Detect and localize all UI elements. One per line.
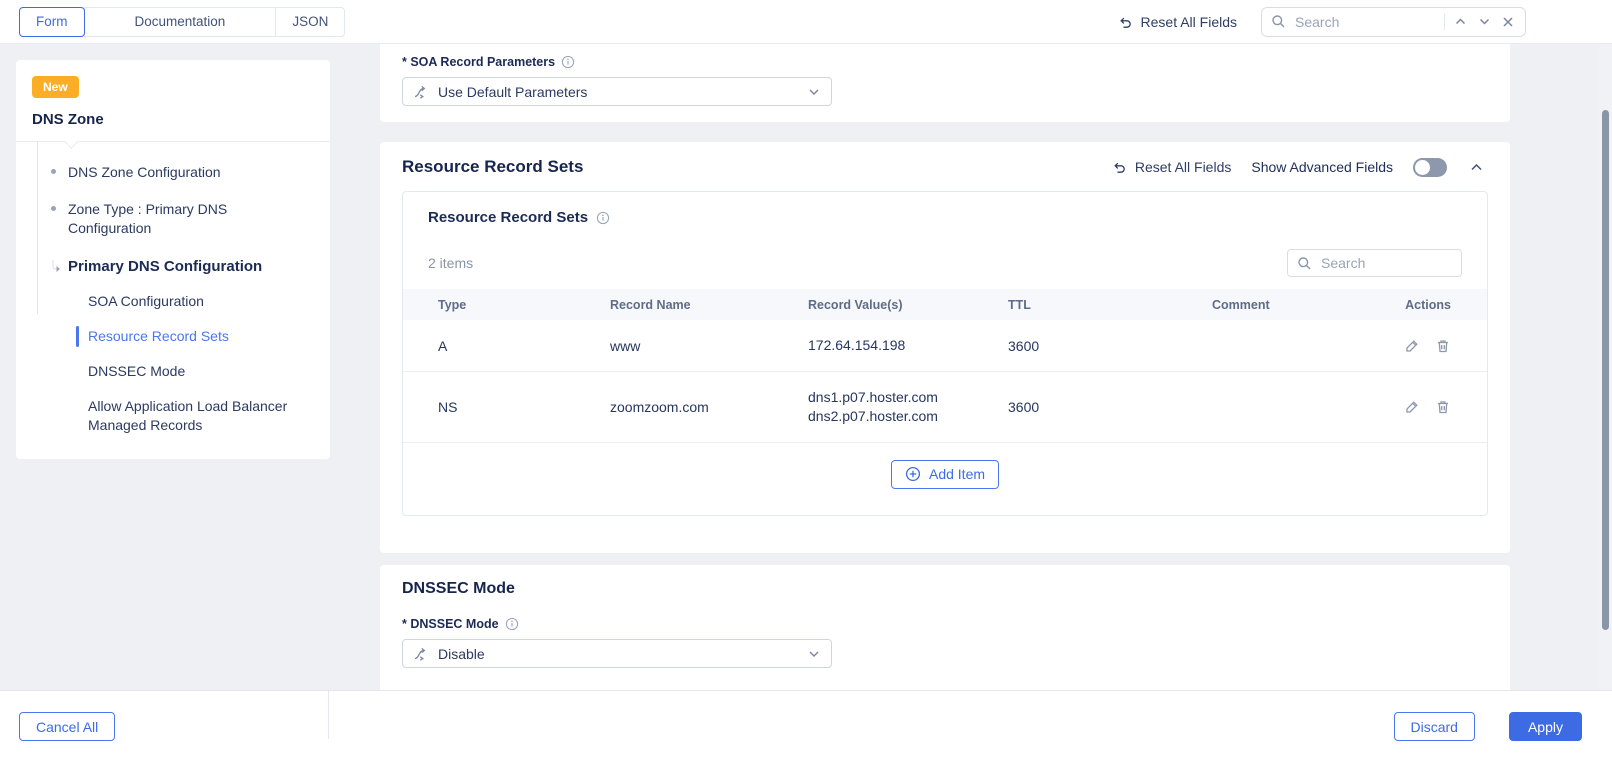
cell-record-values: dns1.p07.hoster.com dns2.p07.hoster.com — [808, 371, 1008, 443]
resource-record-sets-table: Type Record Name Record Value(s) TTL Com… — [403, 289, 1487, 443]
table-row: NS zoomzoom.com dns1.p07.hoster.com dns2… — [403, 371, 1487, 443]
discard-button[interactable]: Discard — [1393, 712, 1475, 741]
cell-record-name: zoomzoom.com — [610, 371, 808, 443]
cell-type: NS — [403, 371, 610, 443]
table-header-row: Type Record Name Record Value(s) TTL Com… — [403, 289, 1487, 320]
dnssec-mode-select[interactable]: Disable — [402, 639, 832, 668]
sidebar-title: DNS Zone — [32, 111, 104, 128]
cell-type: A — [403, 320, 610, 372]
sidebar-item-zone-type[interactable]: Zone Type : Primary DNS Configuration — [32, 191, 314, 247]
edit-icon[interactable] — [1404, 399, 1420, 415]
search-prev-icon[interactable] — [1452, 13, 1469, 30]
tab-json[interactable]: JSON — [275, 6, 346, 37]
cell-actions — [1392, 320, 1487, 372]
section-reset-all-fields-button[interactable]: Reset All Fields — [1111, 159, 1231, 175]
plus-circle-icon — [905, 466, 921, 482]
cancel-all-button[interactable]: Cancel All — [19, 712, 116, 741]
cell-ttl: 3600 — [1008, 371, 1212, 443]
global-search-box — [1261, 6, 1526, 37]
footer-bar: Cancel All Discard Apply — [0, 690, 1612, 762]
search-icon — [1297, 256, 1312, 271]
footer-divider — [328, 691, 329, 739]
sidebar-tree: DNS Zone Configuration Zone Type : Prima… — [16, 142, 330, 443]
resource-record-sets-panel: Resource Record Sets 2 items — [402, 191, 1488, 516]
tree-elbow-icon — [46, 259, 62, 275]
show-advanced-fields-toggle[interactable] — [1413, 157, 1447, 177]
tab-form[interactable]: Form — [19, 6, 85, 37]
col-record-name: Record Name — [610, 289, 808, 320]
view-tab-group: Form Documentation JSON — [19, 6, 346, 37]
add-item-button[interactable]: Add Item — [890, 459, 1000, 489]
cell-actions — [1392, 371, 1487, 443]
cell-record-values: 172.64.154.198 — [808, 320, 1008, 372]
tree-rail — [37, 142, 38, 314]
dnssec-mode-card: DNSSEC Mode * DNSSEC Mode Disable — [380, 565, 1510, 690]
info-icon[interactable] — [561, 55, 575, 69]
table-row: A www 172.64.154.198 3600 — [403, 320, 1487, 372]
soa-parameters-card: * SOA Record Parameters Use Default Para… — [380, 44, 1510, 122]
sidebar-item-allow-alb-managed-records[interactable]: Allow Application Load Balancer Managed … — [88, 398, 288, 433]
search-clear-icon[interactable] — [1500, 14, 1516, 30]
reset-all-fields-label: Reset All Fields — [1140, 13, 1237, 30]
cell-record-name: www — [610, 320, 808, 372]
delete-icon[interactable] — [1435, 338, 1451, 354]
sidebar-item-resource-record-sets[interactable]: Resource Record Sets — [32, 319, 314, 354]
table-search-box — [1287, 249, 1462, 277]
sidebar-item-soa-configuration[interactable]: SOA Configuration — [88, 293, 204, 309]
reset-icon — [1117, 14, 1133, 30]
scrollbar-thumb[interactable] — [1602, 110, 1609, 630]
section-title: Resource Record Sets — [402, 157, 584, 176]
panel-title: Resource Record Sets — [403, 209, 1487, 226]
cell-comment — [1212, 320, 1392, 372]
cell-comment — [1212, 371, 1392, 443]
info-icon[interactable] — [505, 617, 519, 631]
soa-record-parameters-value: Use Default Parameters — [438, 83, 588, 100]
reset-icon — [1111, 159, 1127, 175]
scrollbar-track[interactable] — [1599, 44, 1612, 690]
new-badge: New — [32, 76, 79, 98]
search-icon — [1271, 14, 1286, 29]
search-next-icon[interactable] — [1476, 13, 1493, 30]
reset-all-fields-button[interactable]: Reset All Fields — [1117, 14, 1237, 30]
col-ttl: TTL — [1008, 289, 1212, 320]
show-advanced-fields-label: Show Advanced Fields — [1251, 159, 1393, 175]
chevron-down-icon — [807, 85, 821, 99]
edit-icon[interactable] — [1404, 338, 1420, 354]
branch-icon — [413, 646, 429, 662]
sidebar-item-primary-dns-configuration[interactable]: Primary DNS Configuration — [32, 247, 314, 284]
global-search-input[interactable] — [1293, 12, 1437, 31]
col-actions: Actions — [1392, 289, 1487, 320]
dnssec-section-title: DNSSEC Mode — [402, 580, 515, 597]
col-record-values: Record Value(s) — [808, 289, 1008, 320]
dnssec-mode-label: * DNSSEC Mode — [402, 617, 1488, 631]
items-count: 2 items — [428, 255, 474, 271]
top-bar: Form Documentation JSON Reset All Fields — [0, 0, 1612, 44]
search-divider — [1444, 13, 1445, 30]
section-reset-label: Reset All Fields — [1134, 159, 1232, 175]
col-comment: Comment — [1212, 289, 1392, 320]
soa-record-parameters-select[interactable]: Use Default Parameters — [402, 77, 832, 106]
cell-ttl: 3600 — [1008, 320, 1212, 372]
col-type: Type — [403, 289, 610, 320]
tab-documentation[interactable]: Documentation — [83, 6, 277, 37]
sidebar-item-dnssec-mode[interactable]: DNSSEC Mode — [88, 363, 186, 379]
table-search-input[interactable] — [1319, 254, 1452, 272]
info-icon[interactable] — [596, 211, 610, 225]
dnssec-mode-value: Disable — [438, 645, 485, 662]
soa-record-parameters-label: * SOA Record Parameters — [402, 55, 1488, 69]
sidebar-divider — [16, 141, 330, 142]
delete-icon[interactable] — [1435, 399, 1451, 415]
resource-record-sets-card: Resource Record Sets Reset All Fields Sh… — [380, 142, 1510, 553]
collapse-section-icon[interactable] — [1467, 158, 1486, 177]
apply-button[interactable]: Apply — [1508, 712, 1582, 741]
chevron-down-icon — [807, 647, 821, 661]
sidebar-item-dns-zone-configuration[interactable]: DNS Zone Configuration — [32, 154, 314, 191]
branch-icon — [413, 84, 429, 100]
sidebar-nav: New DNS Zone DNS Zone Configuration Zone… — [16, 60, 330, 459]
